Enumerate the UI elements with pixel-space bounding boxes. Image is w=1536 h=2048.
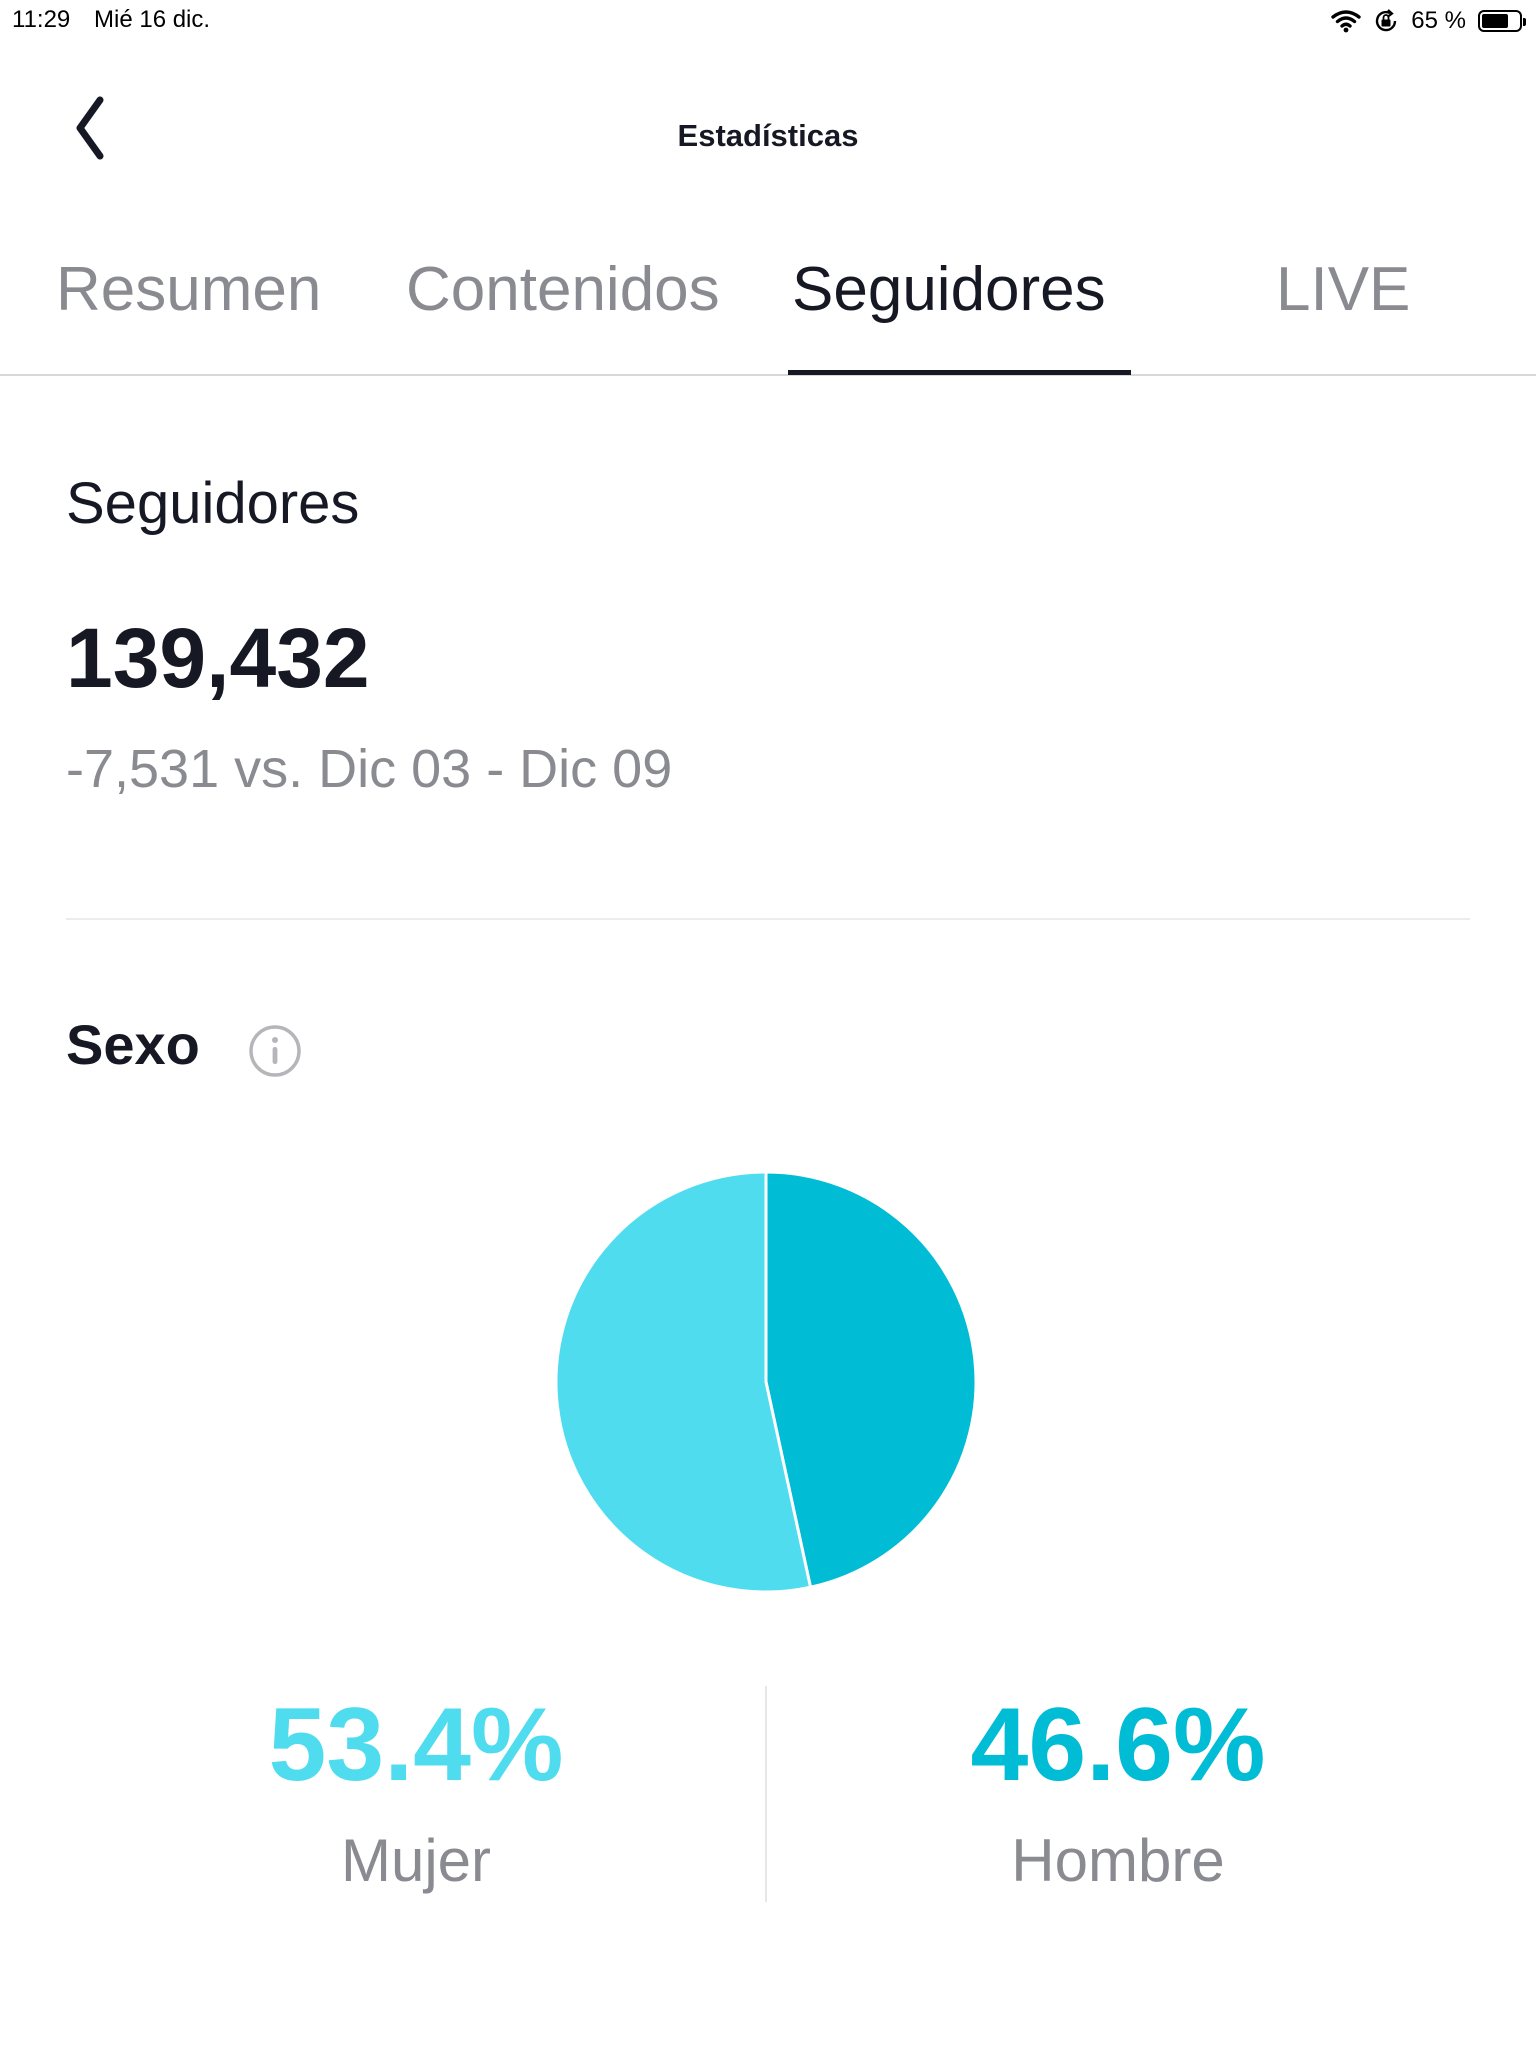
tab-live[interactable]: LIVE (1276, 255, 1411, 324)
legend-divider (765, 1686, 767, 1902)
female-label: Mujer (340, 1827, 492, 1894)
wifi-icon (1331, 10, 1361, 33)
gender-pie-chart (554, 1170, 978, 1594)
male-label: Hombre (1011, 1827, 1225, 1894)
back-button[interactable] (60, 90, 140, 180)
info-icon[interactable] (248, 1024, 302, 1078)
gender-section-title: Sexo (66, 1013, 200, 1076)
status-indicators: 65 % (1331, 6, 1526, 36)
chevron-left-icon (76, 96, 104, 160)
battery-percentage: 65 % (1411, 7, 1466, 34)
followers-delta: -7,531 vs. Dic 03 - Dic 09 (66, 739, 673, 799)
navigation-bar: Estadísticas (0, 70, 1536, 200)
status-time: 11:29 (12, 6, 71, 33)
tab-seguidores[interactable]: Seguidores (792, 255, 1106, 324)
female-percentage: 53.4% (268, 1687, 564, 1803)
active-tab-indicator (788, 370, 1131, 375)
tab-contenidos[interactable]: Contenidos (406, 255, 720, 324)
status-date: Mié 16 dic. (94, 6, 211, 33)
followers-count: 139,432 (66, 611, 370, 705)
pie-slice-mujer (554, 1170, 813, 1594)
section-divider (66, 918, 1470, 920)
battery-icon (1478, 10, 1526, 32)
tab-resumen[interactable]: Resumen (56, 255, 322, 324)
tab-bar: Resumen Contenidos Seguidores LIVE (0, 230, 1536, 376)
page-title: Estadísticas (677, 118, 859, 153)
orientation-lock-icon (1376, 9, 1397, 32)
status-bar: 11:29 Mié 16 dic. 65 % (0, 0, 1536, 40)
pie-slice-hombre (764, 1170, 978, 1589)
male-percentage: 46.6% (970, 1687, 1266, 1803)
followers-section-title: Seguidores (66, 471, 360, 536)
